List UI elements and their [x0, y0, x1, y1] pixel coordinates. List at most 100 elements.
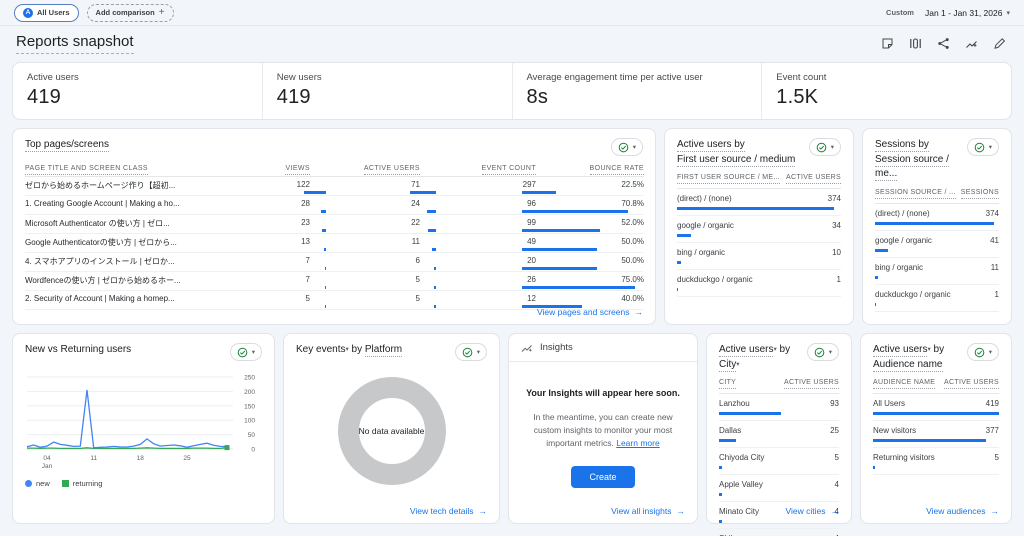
view-pages-and-screens-link[interactable]: View pages and screens→ [537, 307, 643, 317]
source-label: (direct) / (none) [677, 194, 732, 203]
comparison-bar: A All Users Add comparison + Custom Jan … [0, 0, 1024, 26]
session-label: google / organic [875, 236, 932, 245]
chevron-down-icon[interactable]: ▾ [773, 346, 776, 353]
top-pages-header-row: Page title and screen class Views Active… [25, 156, 643, 177]
source-label: duckduckgo / organic [677, 275, 753, 284]
city-value: 5 [835, 453, 839, 462]
date-range-label: Jan 1 - Jan 31, 2026 [925, 8, 1003, 18]
share-icon[interactable] [937, 37, 950, 50]
learn-more-link[interactable]: Learn more [616, 438, 659, 448]
views-cell: 7 [228, 275, 310, 290]
card-title: Top pages/screens [25, 139, 109, 152]
city-row: Dallas25 [719, 421, 839, 448]
all-users-chip[interactable]: A All Users [14, 4, 79, 22]
view-audiences-link[interactable]: View audiences→ [926, 506, 999, 516]
insights-title: Insights [540, 342, 573, 353]
column-header[interactable]: City [719, 379, 736, 389]
insights-sparkle-icon [521, 342, 533, 354]
chevron-down-icon[interactable]: ▾ [736, 361, 739, 368]
table-header-row: Session source / ... Sessions [875, 182, 999, 204]
data-quality-dropdown[interactable]: ▾ [807, 343, 839, 361]
view-all-insights-link[interactable]: View all insights→ [611, 506, 685, 516]
column-header[interactable]: Bounce rate [536, 156, 644, 177]
column-header[interactable]: Session source / ... [875, 189, 956, 199]
metric-value: 419 [27, 86, 262, 109]
card-title: Active users by First user source / medi… [677, 138, 795, 167]
data-quality-dropdown[interactable]: ▾ [967, 343, 999, 361]
column-header[interactable]: Sessions [961, 189, 999, 199]
comparisons-icon[interactable] [909, 37, 922, 50]
column-header[interactable]: Page title and screen class [25, 156, 228, 177]
metric-label: Average engagement time per active user [527, 72, 762, 83]
date-range-picker[interactable]: Jan 1 - Jan 31, 2026 ▾ [925, 8, 1010, 18]
bounce-rate-cell: 22.5% [536, 180, 644, 195]
card-title: Sessions by Session source / me... [875, 138, 967, 182]
add-note-icon[interactable] [881, 37, 894, 50]
column-header[interactable]: Active users [784, 379, 839, 389]
insights-text: In the meantime, you can create new cust… [523, 411, 683, 451]
add-comparison-label: Add comparison [96, 8, 155, 17]
city-bar [719, 412, 781, 415]
series-returning-line [27, 448, 227, 449]
checkmark-circle-icon [237, 347, 248, 358]
column-header[interactable]: First user source / me... [677, 174, 780, 184]
returning-end-marker [225, 445, 230, 450]
column-header[interactable]: Views [228, 156, 310, 177]
column-header[interactable]: Active users [786, 174, 841, 184]
column-header[interactable]: Event count [420, 156, 536, 177]
svg-text:04: 04 [43, 455, 51, 462]
data-quality-dropdown[interactable]: ▾ [455, 343, 487, 361]
arrow-right-icon: → [991, 506, 1000, 516]
source-row: duckduckgo / organic1 [677, 270, 841, 297]
card-title: Key events▾ by Platform [296, 343, 402, 358]
returning-series-square-icon [62, 480, 69, 487]
metric-value: 8s [527, 86, 762, 109]
top-pages-table-row: Microsoft Authenticator の使い方 | ゼロ...2322… [25, 215, 643, 234]
checkmark-circle-icon [814, 347, 825, 358]
audience-row: New visitors377 [873, 421, 999, 448]
chevron-down-icon[interactable]: ▾ [345, 346, 348, 353]
svg-text:50: 50 [248, 432, 256, 439]
session-row: google / organic41 [875, 231, 999, 258]
views-cell: 23 [228, 218, 310, 233]
audience-bar [873, 439, 986, 442]
chevron-down-icon[interactable]: ▾ [927, 346, 930, 353]
comparison-a-icon: A [23, 8, 33, 18]
new-vs-returning-line-chart: 05010015020025004Jan111825 [25, 365, 261, 473]
city-value: 4 [835, 480, 839, 489]
bounce-rate-cell: 70.8% [536, 199, 644, 214]
data-quality-dropdown[interactable]: ▾ [809, 138, 841, 156]
view-tech-details-link[interactable]: View tech details→ [410, 506, 487, 516]
view-cities-link[interactable]: View cities→ [786, 506, 840, 516]
checkmark-circle-icon [618, 142, 629, 153]
add-comparison-chip[interactable]: Add comparison + [87, 4, 174, 22]
data-quality-dropdown[interactable]: ▾ [230, 343, 262, 361]
ga4-reports-snapshot-page: A All Users Add comparison + Custom Jan … [0, 0, 1024, 536]
source-value: 34 [832, 221, 841, 230]
top-pages-table-row: Google Authenticatorの使い方 | ゼロから...131149… [25, 234, 643, 253]
chevron-down-icon: ▾ [252, 348, 255, 356]
column-header[interactable]: Active users [310, 156, 420, 177]
create-insight-button[interactable]: Create [571, 466, 634, 488]
page-title-cell: 2. Security of Account | Making a homep.… [25, 294, 228, 309]
audiences-card: Active users▾ by Audience name ▾ Audienc… [860, 333, 1012, 524]
column-header[interactable]: Audience name [873, 379, 935, 389]
city-bar [719, 493, 722, 496]
metric-value: 1.5K [776, 86, 1011, 109]
active-users-cell: 24 [310, 199, 420, 214]
top-pages-table-row: Wordfenceの使い方 | ゼロから始めるホー...752675.0% [25, 272, 643, 291]
page-title-cell: 4. スマホアプリのインストール | ゼロか... [25, 256, 228, 271]
chevron-down-icon: ▾ [633, 143, 636, 151]
audience-label: Returning visitors [873, 453, 935, 462]
legend-item-new: new [25, 479, 50, 488]
city-label: Apple Valley [719, 480, 763, 489]
arrow-right-icon: → [635, 307, 644, 317]
svg-text:25: 25 [183, 455, 191, 462]
data-quality-dropdown[interactable]: ▾ [611, 138, 643, 156]
insights-icon[interactable] [965, 37, 978, 50]
customize-report-icon[interactable] [993, 37, 1006, 50]
data-quality-dropdown[interactable]: ▾ [967, 138, 999, 156]
event-count-cell: 99 [420, 218, 536, 233]
column-header[interactable]: Active users [944, 379, 999, 389]
svg-text:250: 250 [244, 375, 255, 382]
